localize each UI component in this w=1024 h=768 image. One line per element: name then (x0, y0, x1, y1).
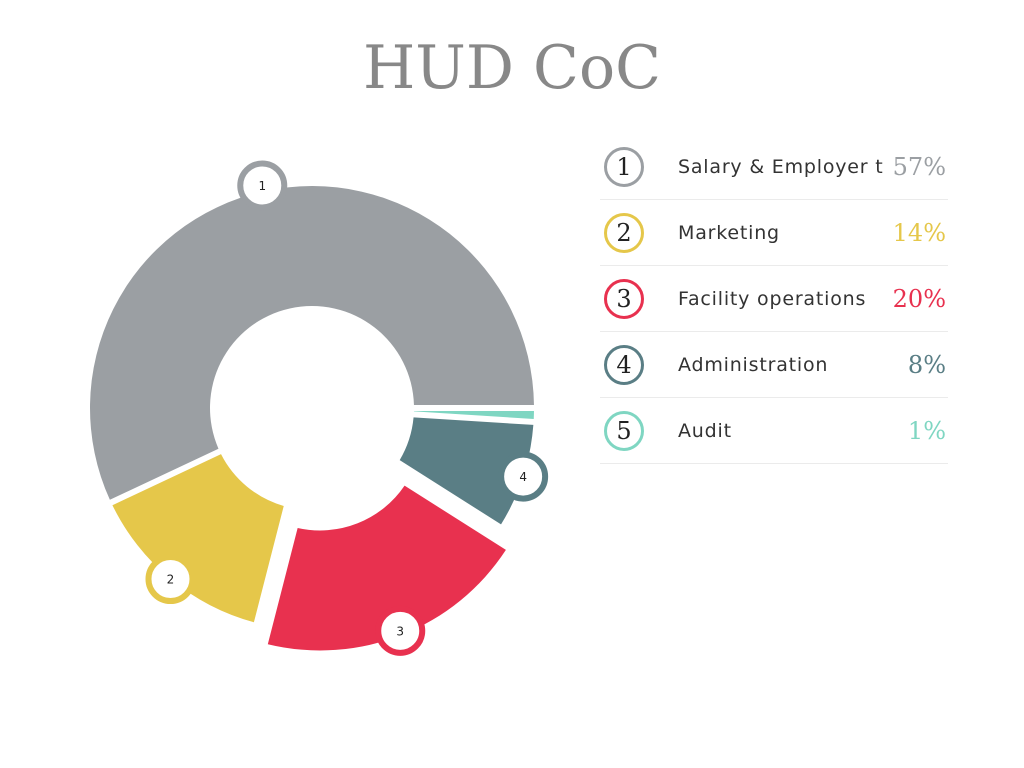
legend-percentage: 8% (907, 351, 946, 379)
legend-label: Administration (678, 354, 829, 376)
legend-percentage: 14% (892, 219, 946, 247)
donut-slice (90, 186, 534, 500)
legend-item: 1 Salary & Employer tax 57% (600, 134, 948, 200)
donut-chart: 1 2 3 4 (90, 160, 549, 656)
slice-marker (145, 554, 196, 605)
legend-number-badge: 3 (604, 279, 644, 319)
legend-label: Facility operations (678, 288, 867, 310)
legend-number-badge: 2 (604, 213, 644, 253)
donut-slice (112, 454, 284, 623)
legend: 1 Salary & Employer tax 57% 2 Marketing … (600, 134, 948, 464)
legend-item: 4 Administration 8% (600, 332, 948, 398)
legend-number-badge: 1 (604, 147, 644, 187)
slice-marker-label: 2 (167, 573, 175, 587)
slice-marker-label: 4 (519, 470, 527, 484)
legend-label: Salary & Employer tax (678, 156, 884, 178)
slice-marker (375, 605, 426, 656)
chart-title: HUD CoC (362, 33, 661, 103)
legend-percentage: 1% (907, 417, 946, 445)
legend-item: 5 Audit 1% (600, 398, 948, 464)
legend-label: Marketing (678, 222, 780, 244)
slice-marker (237, 160, 288, 211)
donut-slice (413, 410, 534, 419)
legend-number-badge: 4 (604, 345, 644, 385)
donut-slice (267, 485, 506, 651)
legend-percentage: 57% (892, 153, 946, 181)
slice-marker-label: 3 (396, 624, 404, 638)
donut-slice (399, 417, 534, 525)
slice-marker-label: 1 (258, 179, 266, 193)
slice-marker (498, 451, 549, 502)
legend-number-badge: 5 (604, 411, 644, 451)
legend-item: 3 Facility operations 20% (600, 266, 948, 332)
legend-label: Audit (678, 420, 732, 442)
legend-item: 2 Marketing 14% (600, 200, 948, 266)
legend-percentage: 20% (892, 285, 946, 313)
